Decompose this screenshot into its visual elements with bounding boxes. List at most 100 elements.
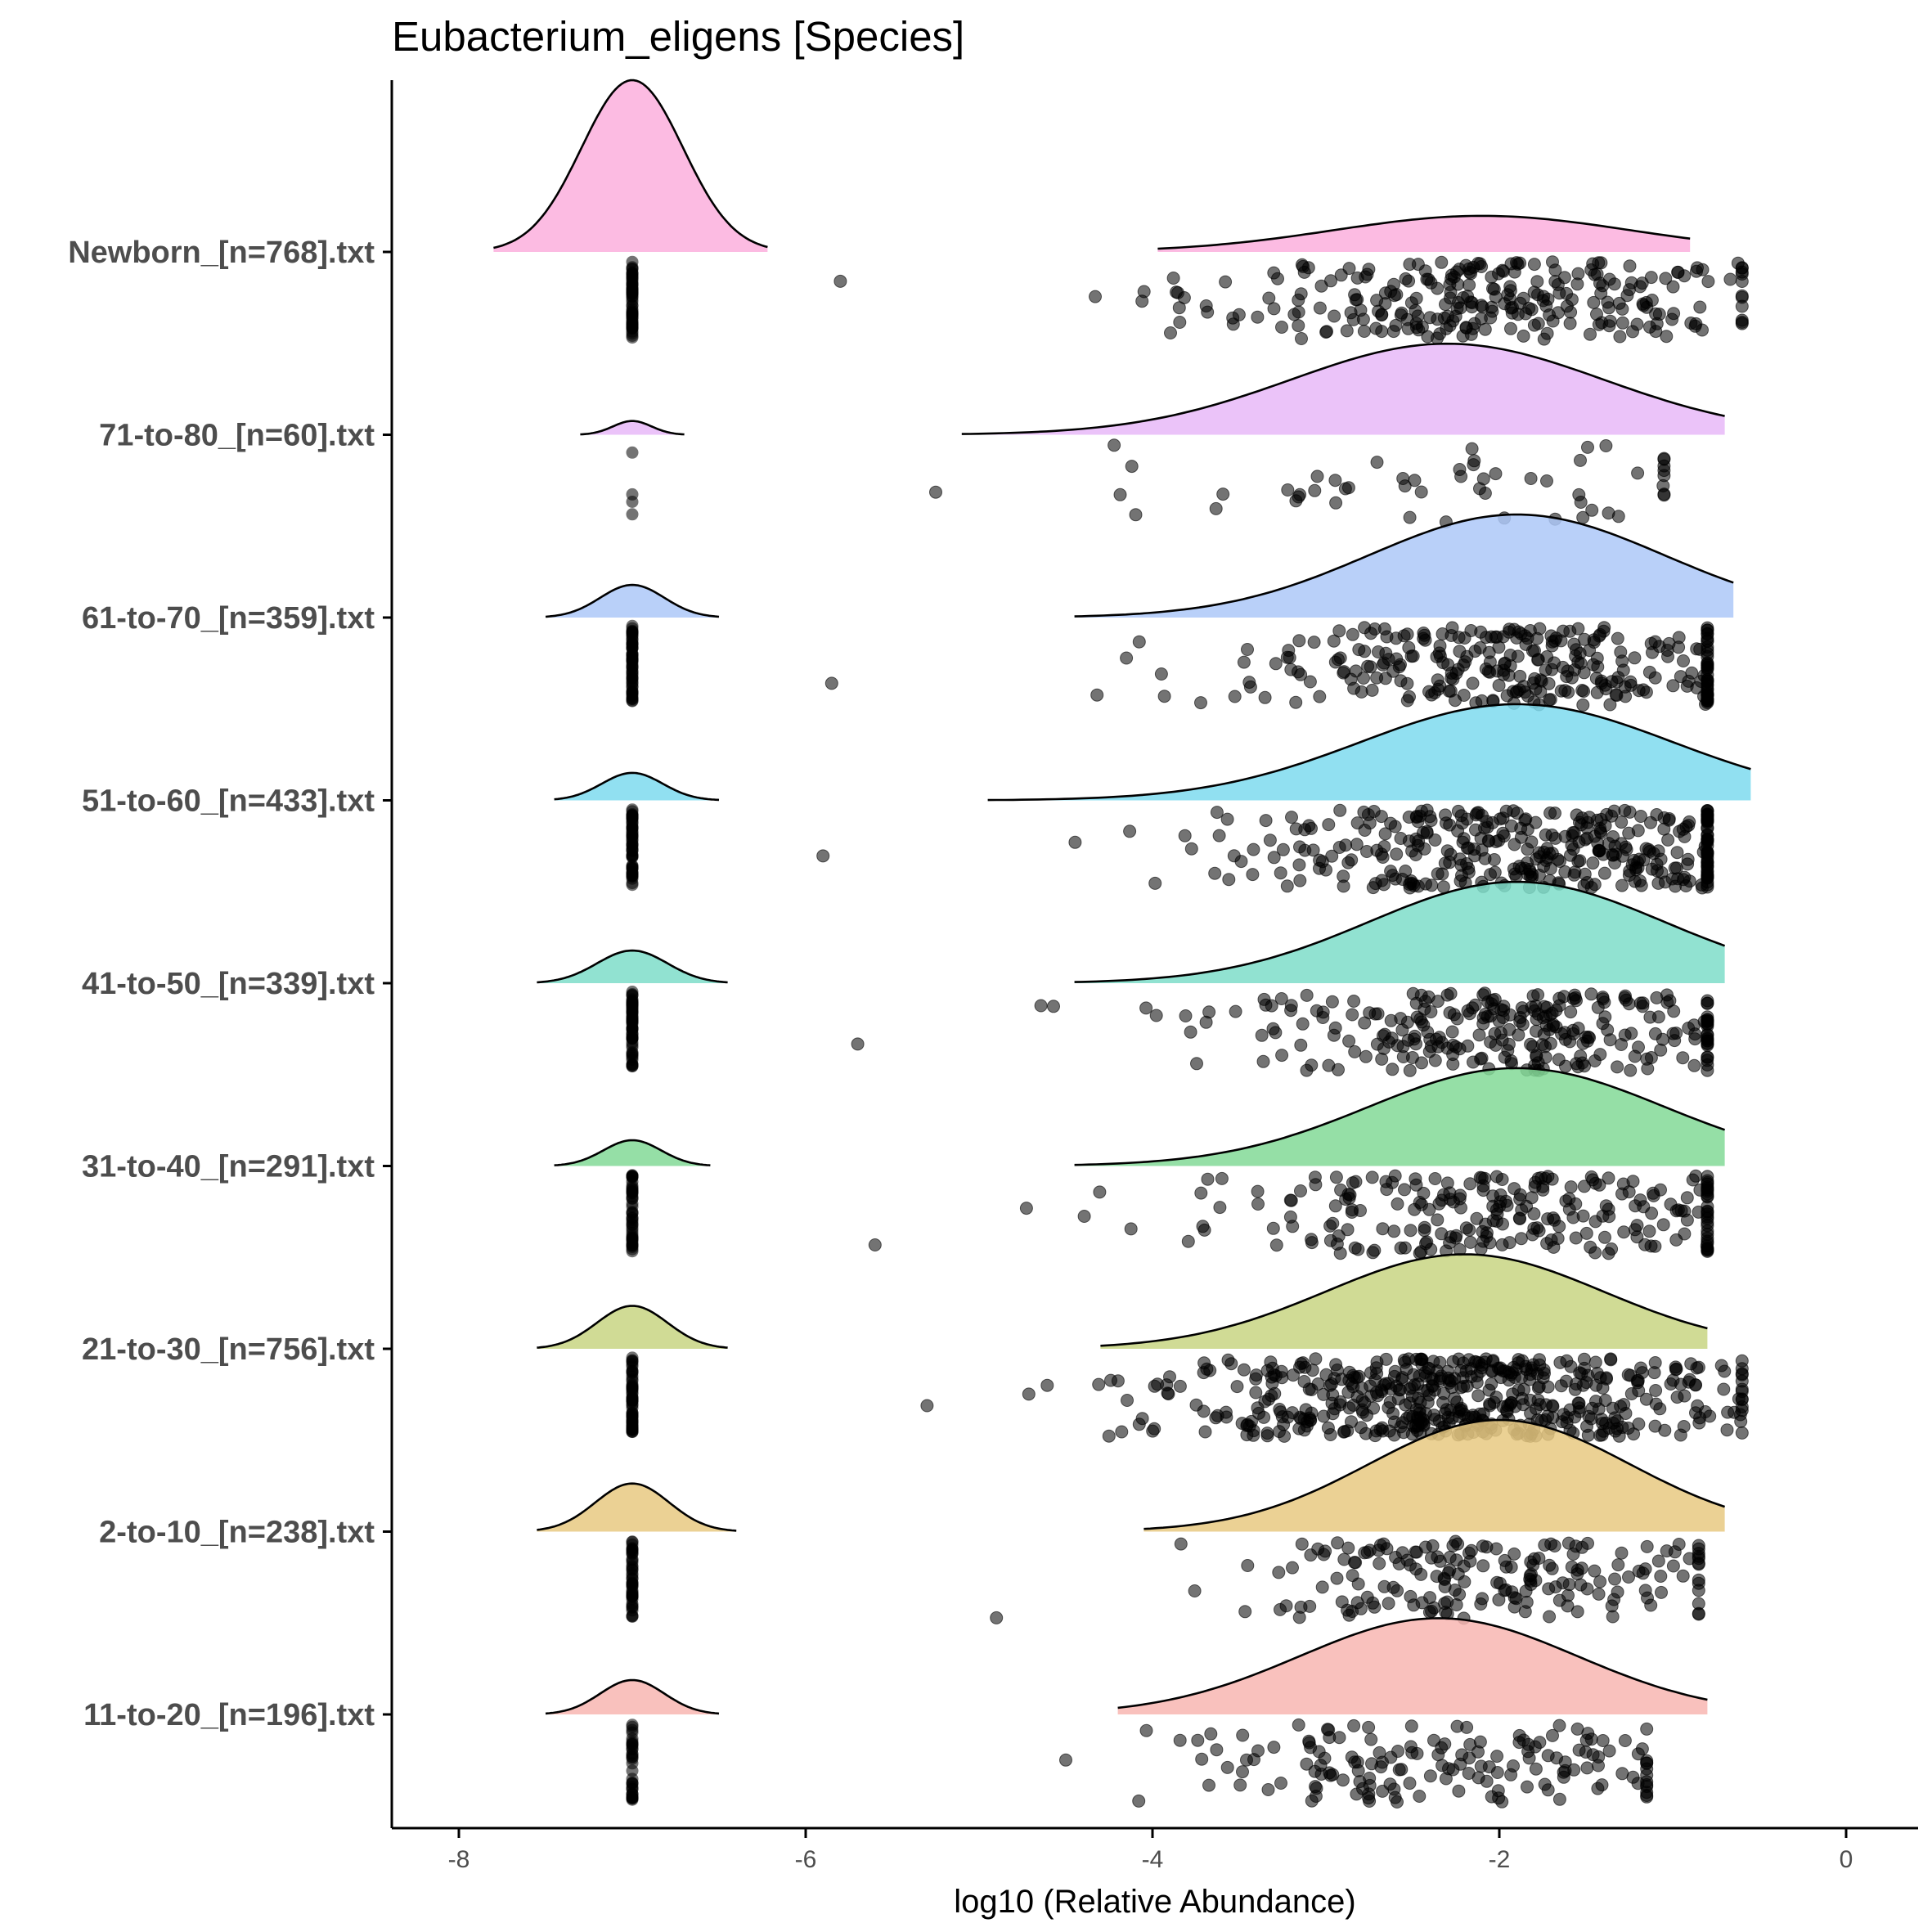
data-point <box>1257 992 1271 1006</box>
data-point <box>1359 1049 1373 1063</box>
data-point <box>1431 1213 1445 1227</box>
data-point <box>1471 1389 1485 1403</box>
data-point <box>1735 1426 1749 1440</box>
data-point <box>1280 879 1294 893</box>
data-point <box>1236 1728 1250 1742</box>
data-point <box>1588 1054 1602 1067</box>
x-tick-label: -2 <box>1489 1846 1511 1873</box>
data-point <box>1292 1718 1305 1732</box>
data-point <box>1600 1372 1613 1386</box>
data-point <box>1262 291 1276 305</box>
data-point <box>1633 874 1647 887</box>
density-fill <box>1074 514 1734 618</box>
data-point <box>1392 1763 1406 1777</box>
data-point <box>1632 684 1646 698</box>
data-point <box>1644 1051 1658 1064</box>
data-point <box>1735 1393 1749 1407</box>
data-point <box>1533 622 1547 636</box>
data-point <box>1328 1199 1342 1213</box>
data-point <box>1400 1411 1414 1425</box>
data-point <box>1404 1224 1418 1238</box>
data-point <box>1353 1775 1367 1789</box>
data-point <box>1492 1593 1506 1606</box>
data-point <box>1581 815 1595 829</box>
data-point <box>1413 1790 1427 1803</box>
data-point <box>1657 487 1671 501</box>
data-point <box>1561 1588 1575 1602</box>
data-point <box>1478 322 1492 336</box>
data-point <box>1505 1585 1519 1599</box>
data-point <box>1494 1026 1507 1040</box>
density-fill <box>961 344 1725 435</box>
data-point <box>1333 803 1347 817</box>
data-point <box>1305 1058 1319 1072</box>
zero-density-fill <box>554 1140 711 1166</box>
data-point <box>1359 270 1373 284</box>
data-point <box>1220 812 1234 826</box>
data-point <box>1581 1536 1594 1550</box>
data-point <box>1238 1605 1252 1619</box>
data-point <box>1310 1004 1323 1018</box>
data-point <box>1275 1049 1289 1063</box>
data-point <box>1394 1012 1408 1026</box>
data-point <box>1124 1222 1138 1236</box>
zero-density-fill <box>580 420 685 435</box>
data-point <box>1476 1559 1490 1573</box>
data-point <box>1346 1569 1359 1583</box>
y-axis: Newborn_[n=768].txt 71-to-80_[n=60].txt 61… <box>68 236 392 1732</box>
data-point <box>1249 1386 1263 1400</box>
data-point <box>1410 1746 1424 1760</box>
data-point <box>1378 827 1392 841</box>
data-point <box>1564 1180 1578 1194</box>
data-point <box>1213 1201 1227 1215</box>
data-point <box>1172 301 1186 315</box>
data-point <box>1360 1545 1374 1559</box>
data-point <box>1227 849 1241 863</box>
data-point <box>1449 1553 1463 1567</box>
data-point <box>1370 1037 1384 1051</box>
data-point <box>1696 323 1709 337</box>
data-point <box>1507 804 1521 818</box>
data-point <box>1305 1233 1319 1247</box>
data-point <box>1393 1383 1407 1397</box>
data-point <box>1617 1225 1631 1239</box>
density-fill <box>987 703 1751 801</box>
data-point <box>1543 1008 1557 1022</box>
data-point <box>1391 1197 1404 1211</box>
data-point <box>1545 1561 1559 1575</box>
zero-density-fill <box>546 585 719 618</box>
x-axis-title: log10 (Relative Abundance) <box>954 1884 1355 1920</box>
data-point <box>1525 835 1539 849</box>
data-point <box>1452 1784 1466 1798</box>
zero-point <box>626 826 639 839</box>
data-point <box>1459 321 1473 335</box>
data-point <box>1566 1023 1580 1037</box>
density-fill <box>1074 882 1725 983</box>
data-point <box>1302 819 1316 833</box>
data-point <box>1449 1231 1462 1245</box>
x-tick-label: -6 <box>795 1846 817 1873</box>
zero-point <box>626 1016 639 1029</box>
zero-point <box>626 654 639 667</box>
data-point <box>1630 1219 1644 1233</box>
data-point <box>1580 1761 1594 1775</box>
data-point <box>1453 1757 1467 1771</box>
data-point <box>1489 1391 1503 1404</box>
data-point <box>1273 1425 1286 1439</box>
data-point <box>1514 821 1528 835</box>
data-point <box>1132 1418 1146 1431</box>
data-point <box>1257 1410 1271 1424</box>
data-point <box>1418 1002 1431 1016</box>
data-point <box>1519 307 1533 321</box>
data-point <box>1654 1183 1667 1197</box>
data-point <box>1513 669 1527 683</box>
data-point <box>1387 1782 1401 1796</box>
data-point <box>1701 673 1714 686</box>
data-point <box>1161 1386 1175 1400</box>
data-point <box>1563 1403 1577 1417</box>
data-point <box>1408 1421 1422 1434</box>
data-point <box>1624 675 1638 689</box>
data-point <box>1567 1763 1581 1777</box>
zero-point <box>626 327 639 340</box>
zero-density-outline <box>537 949 728 984</box>
